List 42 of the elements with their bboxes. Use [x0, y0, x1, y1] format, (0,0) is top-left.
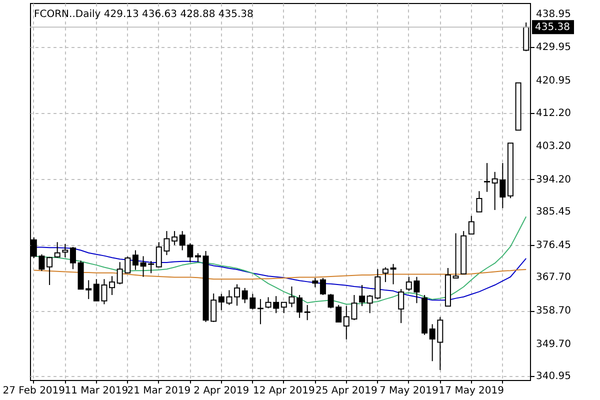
x-tick-label: 11 Mar 2019: [64, 386, 128, 396]
candlestick: [70, 246, 76, 270]
y-tick-label: 420.95: [536, 75, 571, 86]
x-tick-label: 27 Feb 2019: [2, 386, 66, 396]
x-tick-label: 17 May 2019: [438, 386, 504, 396]
candlestick: [304, 304, 310, 321]
y-tick-label: 358.70: [536, 306, 571, 317]
y-tick-label: 376.45: [536, 240, 571, 251]
y-tick-label: 403.20: [536, 141, 571, 152]
x-tick-label: 21 Mar 2019: [127, 386, 191, 396]
candlestick: [46, 256, 53, 286]
y-tick-label: 394.20: [536, 174, 571, 186]
candlestick: [296, 294, 303, 318]
candlestick: [484, 162, 490, 192]
candlestick: [312, 277, 318, 288]
x-tick-label: 25 Apr 2019: [315, 386, 378, 396]
candlestick: [132, 250, 138, 270]
text: FCORN..Daily 429.13 436.63 428.88 435.38: [34, 9, 254, 20]
candlestick: [398, 288, 404, 324]
y-tick-label: 438.95: [536, 8, 571, 20]
y-tick-label: 367.70: [536, 272, 571, 284]
y-tick-label: 412.20: [536, 108, 571, 119]
y-tick-label: 429.95: [536, 42, 571, 54]
candlestick: [320, 277, 326, 296]
candlestick: [109, 276, 116, 296]
candlestick: [62, 243, 68, 258]
ref-line-label: 435.38: [535, 22, 570, 34]
candlestick: [382, 266, 388, 283]
x-tick-label: 12 Apr 2019: [252, 386, 315, 396]
candlestick: [452, 232, 459, 278]
candlestick: [172, 230, 178, 246]
candlestick: [476, 190, 482, 212]
candlestick: [390, 263, 396, 285]
y-tick-label: 385.45: [536, 206, 571, 218]
candlestick: [468, 215, 474, 235]
y-tick-label: 349.70: [536, 338, 571, 350]
candlestick: [359, 284, 366, 307]
y-tick-label: 340.95: [536, 371, 571, 382]
x-tick-label: 7 May 2019: [379, 386, 438, 396]
candlestick: [234, 284, 240, 306]
x-tick-label: 2 Apr 2019: [194, 386, 250, 396]
candlestick: [54, 242, 60, 258]
